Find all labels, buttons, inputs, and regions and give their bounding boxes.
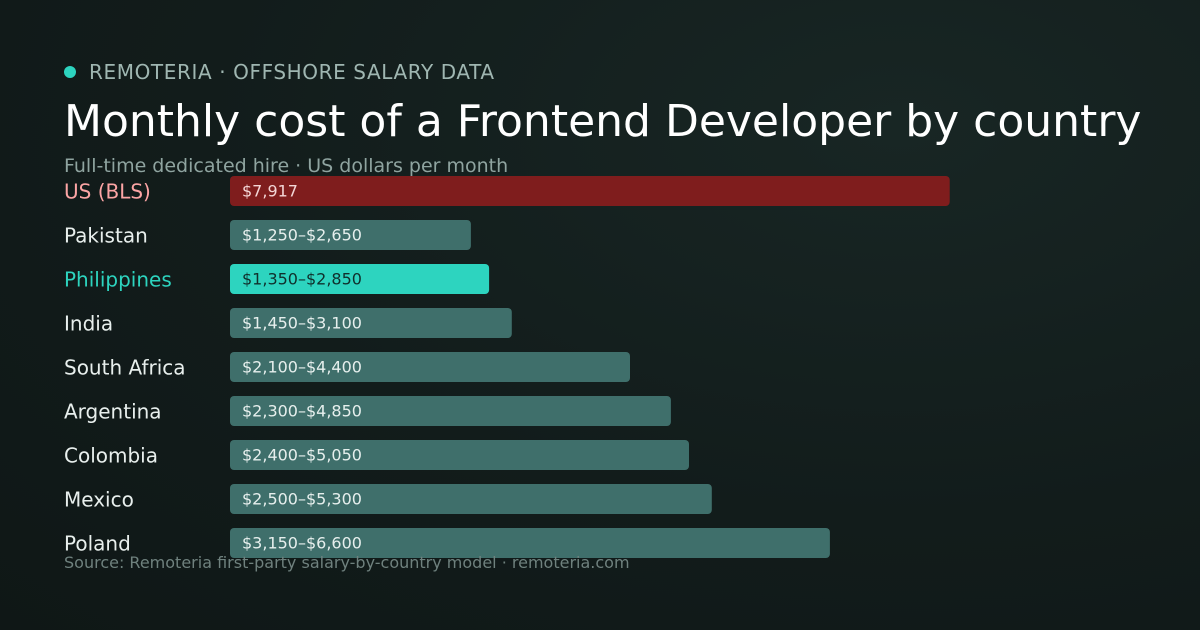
category-label-pakistan: Pakistan	[64, 224, 148, 248]
category-label-south-africa: South Africa	[64, 356, 186, 380]
bar-india	[230, 308, 512, 338]
category-label-argentina: Argentina	[64, 400, 162, 424]
bar-south-africa	[230, 352, 630, 382]
category-label-mexico: Mexico	[64, 488, 134, 512]
value-label-us-bls: $7,917	[242, 182, 298, 201]
brand-dot-icon	[64, 66, 76, 78]
bar-philippines	[230, 264, 490, 294]
value-label-philippines: $1,350–$2,850	[242, 270, 362, 289]
value-label-mexico: $2,500–$5,300	[242, 490, 362, 509]
value-label-poland: $3,150–$6,600	[242, 534, 362, 553]
category-label-colombia: Colombia	[64, 444, 158, 468]
category-label-india: India	[64, 312, 113, 336]
source-note: Source: Remoteria first-party salary-by-…	[64, 553, 630, 572]
bar-colombia	[230, 440, 689, 470]
category-label-poland: Poland	[64, 532, 131, 556]
bar-us-bls	[230, 176, 950, 206]
bar-mexico	[230, 484, 712, 514]
chart-title: Monthly cost of a Frontend Developer by …	[64, 96, 1142, 147]
value-label-colombia: $2,400–$5,050	[242, 446, 362, 465]
value-label-argentina: $2,300–$4,850	[242, 402, 362, 421]
category-label-us-bls: US (BLS)	[64, 180, 151, 204]
brand-row: REMOTERIA · OFFSHORE SALARY DATA	[64, 60, 495, 84]
value-label-india: $1,450–$3,100	[242, 314, 362, 333]
bar-argentina	[230, 396, 671, 426]
bar-poland	[230, 528, 830, 558]
brand-label: REMOTERIA · OFFSHORE SALARY DATA	[89, 60, 495, 84]
category-label-philippines: Philippines	[64, 268, 172, 292]
chart-subtitle: Full-time dedicated hire · US dollars pe…	[64, 155, 509, 177]
bar-pakistan	[230, 220, 471, 250]
value-label-pakistan: $1,250–$2,650	[242, 226, 362, 245]
value-label-south-africa: $2,100–$4,400	[242, 358, 362, 377]
